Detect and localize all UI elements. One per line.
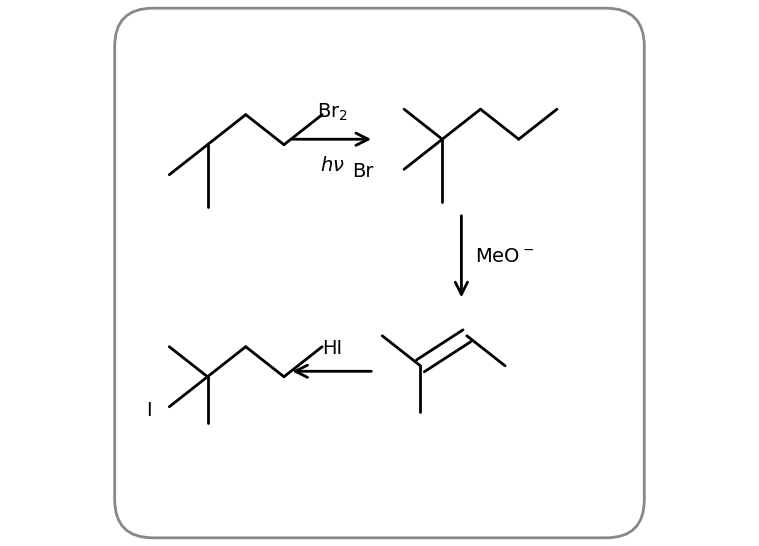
Text: I: I [146, 401, 151, 420]
FancyBboxPatch shape [115, 8, 644, 538]
Text: MeO$^-$: MeO$^-$ [475, 247, 534, 266]
Text: Br: Br [352, 163, 374, 181]
Text: Br$_2$: Br$_2$ [317, 102, 348, 123]
Text: HI: HI [322, 339, 342, 358]
Text: $h\nu$: $h\nu$ [320, 156, 345, 175]
